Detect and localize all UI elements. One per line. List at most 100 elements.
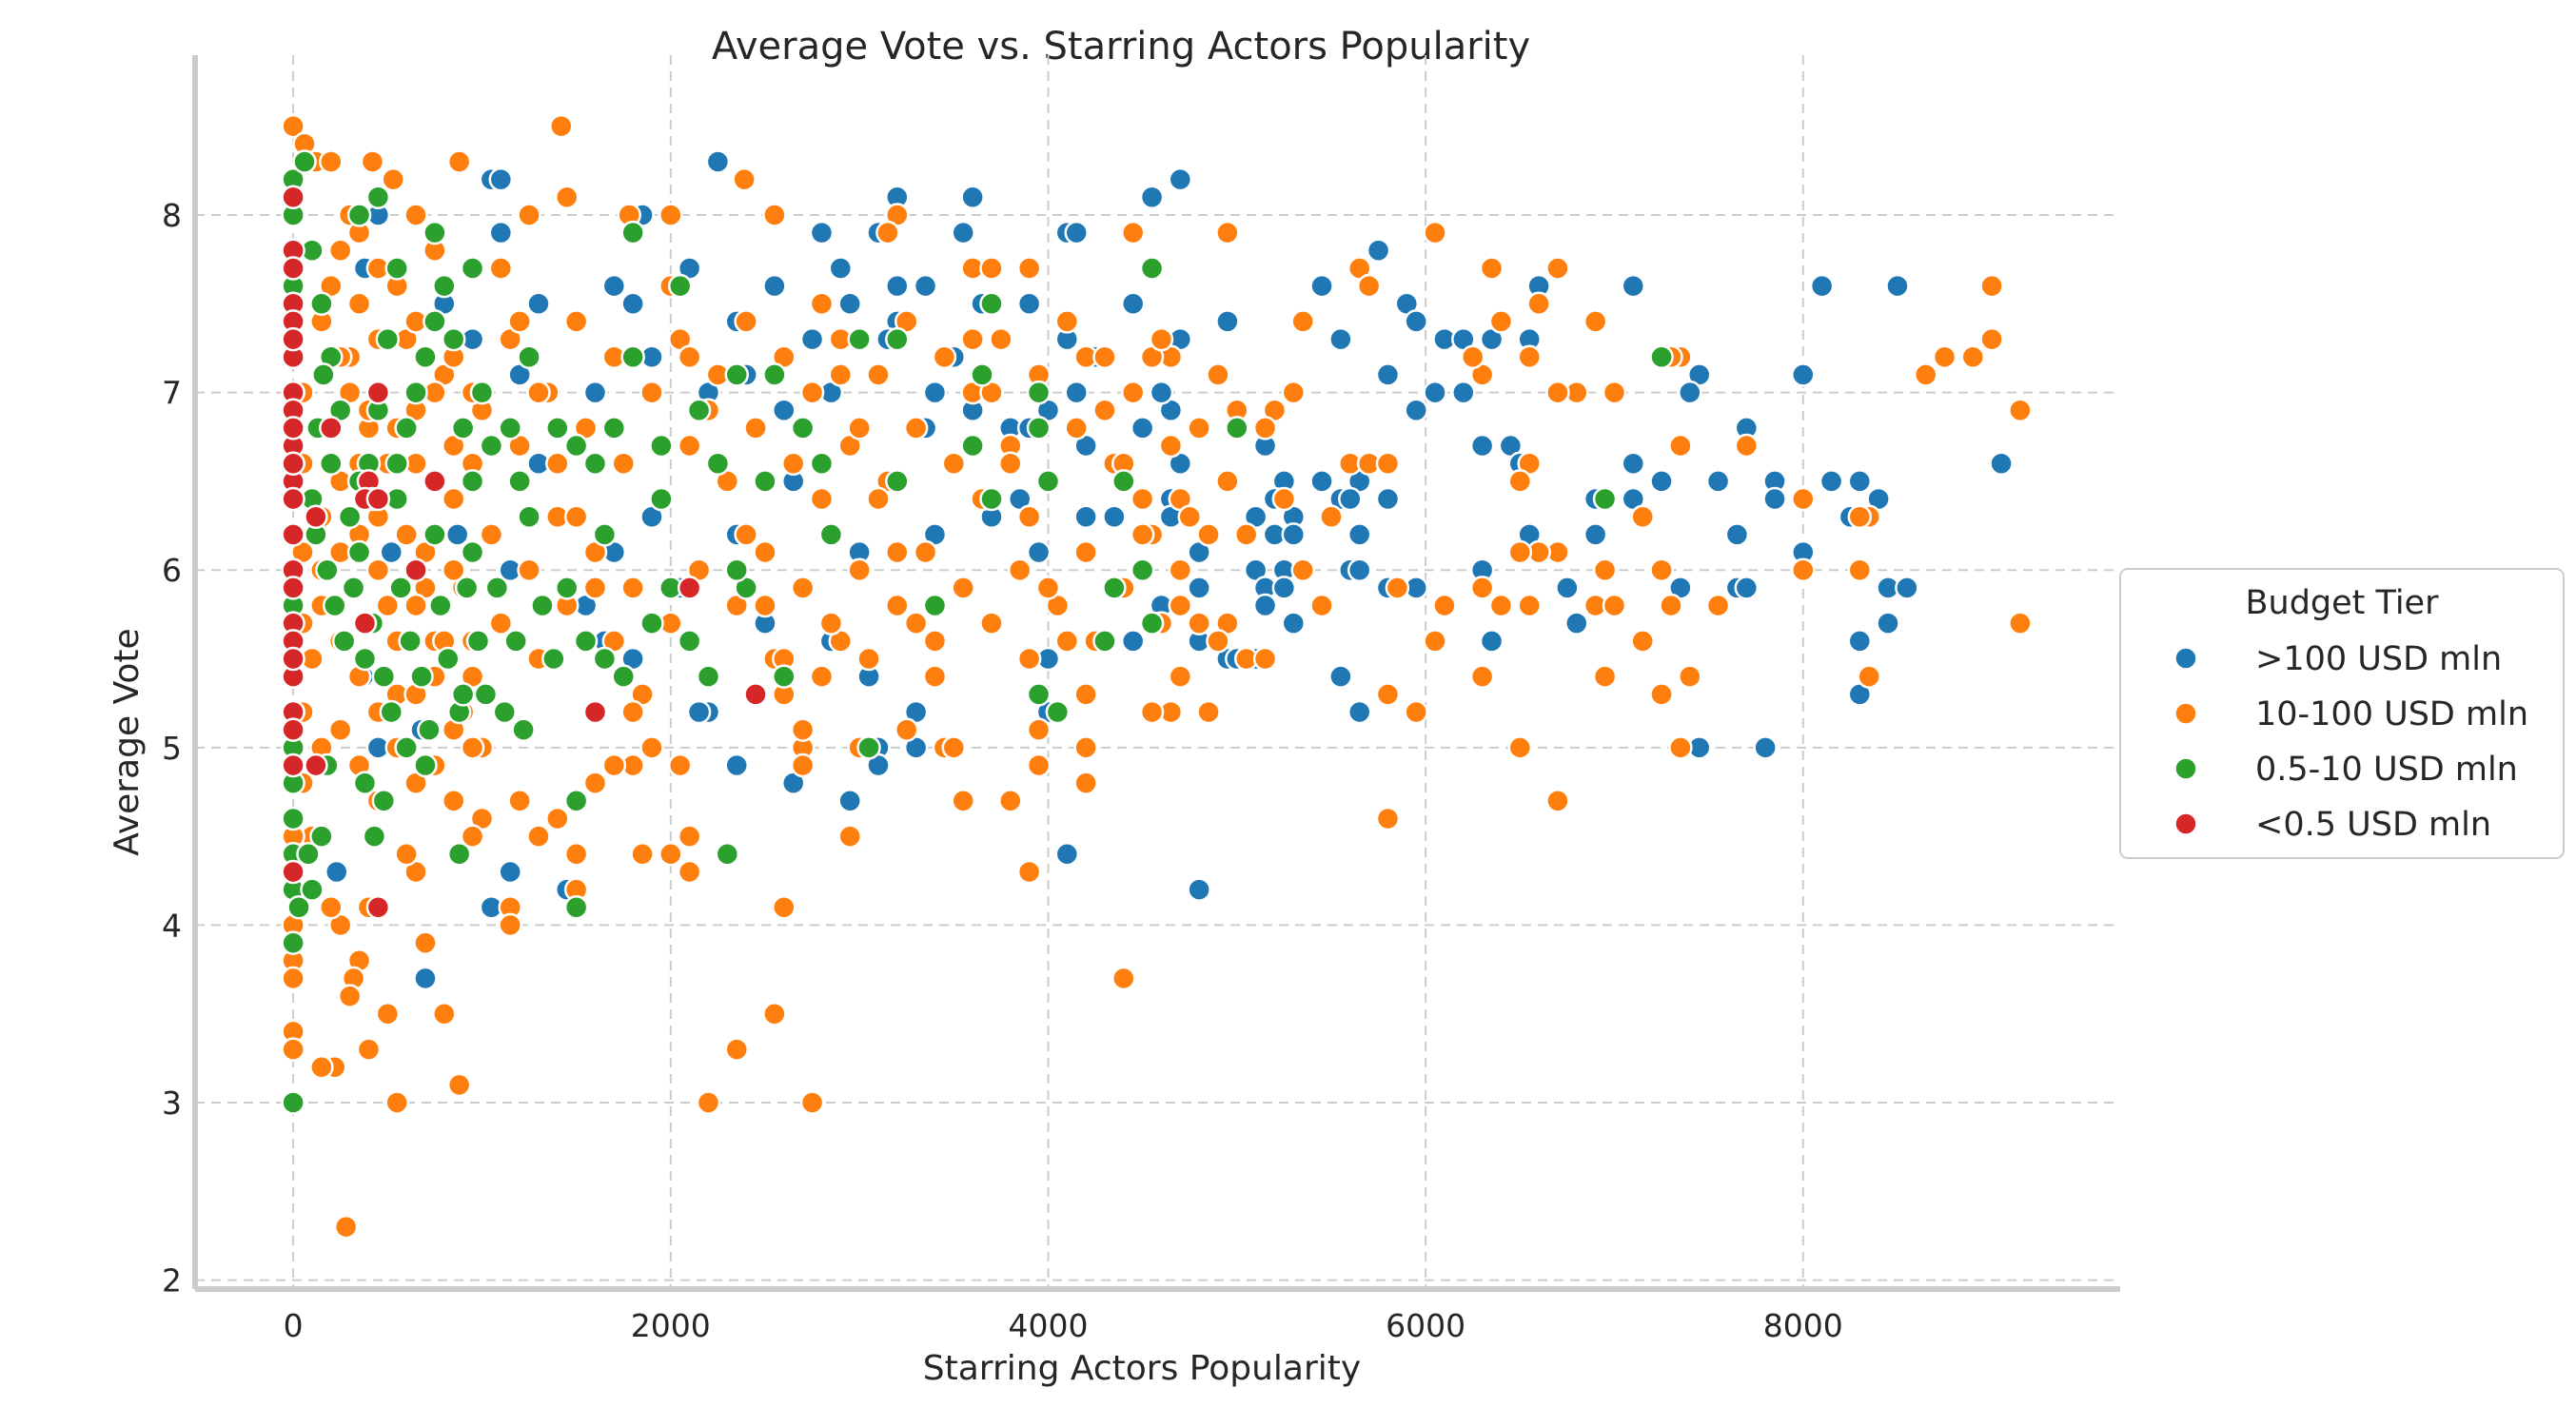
data-point xyxy=(1120,380,1146,405)
data-point xyxy=(432,1001,457,1026)
data-point xyxy=(460,824,485,849)
data-point xyxy=(1130,557,1155,582)
data-point xyxy=(1338,486,1363,512)
data-point xyxy=(979,291,1004,317)
data-point xyxy=(1451,380,1476,405)
data-point xyxy=(1252,416,1278,440)
data-point xyxy=(517,203,541,227)
data-point xyxy=(1233,522,1259,547)
x-axis-label: Starring Actors Popularity xyxy=(923,1349,1361,1388)
data-point xyxy=(1630,629,1655,654)
data-point xyxy=(362,824,387,849)
data-point xyxy=(1385,576,1410,600)
data-point xyxy=(1168,557,1193,582)
x-tick-label: 6000 xyxy=(1386,1307,1465,1344)
y-tick-label: 5 xyxy=(162,730,182,767)
x-tick-label: 4000 xyxy=(1008,1307,1088,1344)
data-point xyxy=(526,291,551,317)
data-point xyxy=(281,113,305,139)
data-point xyxy=(1602,593,1627,618)
data-point xyxy=(1073,504,1098,529)
data-point xyxy=(365,895,391,920)
data-point xyxy=(417,717,442,742)
data-point xyxy=(724,1037,749,1062)
data-point xyxy=(1479,629,1504,654)
data-point xyxy=(1507,539,1533,565)
data-point xyxy=(677,344,702,370)
data-point xyxy=(365,185,391,210)
data-point xyxy=(1979,326,2004,352)
data-point xyxy=(281,416,305,440)
data-point xyxy=(1168,166,1193,192)
data-point xyxy=(1432,593,1457,618)
data-point xyxy=(1649,469,1674,494)
data-point xyxy=(1139,611,1165,635)
data-point xyxy=(450,416,476,440)
data-point xyxy=(1252,593,1278,618)
data-point xyxy=(885,593,910,618)
data-point xyxy=(379,539,404,565)
data-point xyxy=(1309,469,1334,494)
data-point xyxy=(360,149,385,174)
data-point xyxy=(337,504,363,529)
data-point xyxy=(677,629,702,654)
data-point xyxy=(394,416,419,440)
data-point xyxy=(432,273,457,299)
data-point xyxy=(743,416,768,440)
data-point xyxy=(1092,398,1117,422)
data-point xyxy=(1177,504,1202,529)
data-point xyxy=(281,1090,305,1115)
x-tick-label: 0 xyxy=(284,1307,304,1344)
data-point xyxy=(601,273,627,299)
data-point xyxy=(465,629,491,654)
data-point xyxy=(450,682,476,707)
data-point xyxy=(460,256,485,281)
data-points xyxy=(281,113,2033,1240)
data-point xyxy=(469,380,495,405)
data-point xyxy=(1460,344,1485,370)
data-point xyxy=(498,416,522,440)
data-point xyxy=(1895,576,1919,600)
data-point xyxy=(281,185,305,210)
data-point xyxy=(799,326,825,352)
data-point xyxy=(281,646,305,672)
data-point xyxy=(1139,256,1165,281)
data-point xyxy=(331,629,357,654)
data-point xyxy=(281,717,305,742)
data-point xyxy=(1989,451,2014,476)
data-point xyxy=(460,469,485,494)
data-point xyxy=(705,149,731,174)
data-point xyxy=(488,611,514,635)
data-point xyxy=(1592,664,1618,689)
data-point xyxy=(734,309,758,334)
x-tick-label: 8000 xyxy=(1763,1307,1843,1344)
data-point xyxy=(809,664,835,689)
legend-box xyxy=(2119,568,2565,859)
data-point xyxy=(423,469,447,494)
data-point xyxy=(734,522,758,547)
data-point xyxy=(311,362,336,387)
tick-labels: 0 2000 4000 6000 8000 2 3 4 5 6 7 8 xyxy=(162,197,1843,1344)
data-point xyxy=(1809,273,1835,299)
data-point xyxy=(809,451,835,476)
data-point xyxy=(1592,557,1618,582)
data-point xyxy=(790,717,816,742)
data-point xyxy=(1621,451,1646,476)
data-point xyxy=(1054,309,1080,334)
legend: Budget Tier >100 USD mln 10-100 USD mln 0.… xyxy=(2119,568,2565,859)
data-point xyxy=(563,309,589,334)
data-point xyxy=(885,273,910,299)
data-point xyxy=(1932,344,1957,370)
data-point xyxy=(1026,416,1052,440)
y-tick-label: 4 xyxy=(162,907,182,944)
data-point xyxy=(1281,522,1307,547)
data-point xyxy=(356,1037,382,1062)
data-point xyxy=(1073,682,1098,707)
data-point xyxy=(286,895,311,920)
data-point xyxy=(951,789,975,813)
data-point xyxy=(296,842,321,867)
data-point xyxy=(639,380,664,405)
data-point xyxy=(639,611,664,635)
data-point xyxy=(384,1090,409,1115)
data-point xyxy=(319,451,344,476)
